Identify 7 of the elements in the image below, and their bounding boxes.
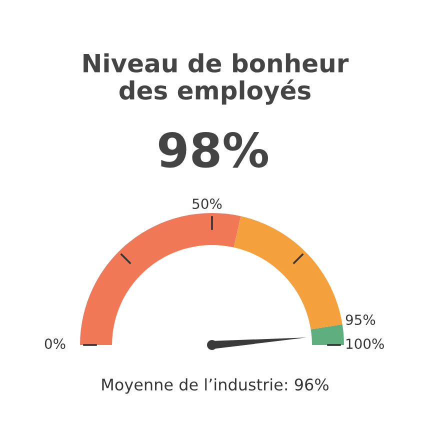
text: 0%: [44, 338, 66, 350]
text: 100%: [346, 338, 384, 350]
chart-subtitle: 98%: [158, 132, 268, 168]
text: Moyenne de l’industrie: 96%: [102, 378, 328, 394]
text: 50%: [192, 198, 222, 210]
chart-title: Niveau de bonheur des employés: [84, 53, 349, 105]
text: 95%: [346, 314, 376, 326]
